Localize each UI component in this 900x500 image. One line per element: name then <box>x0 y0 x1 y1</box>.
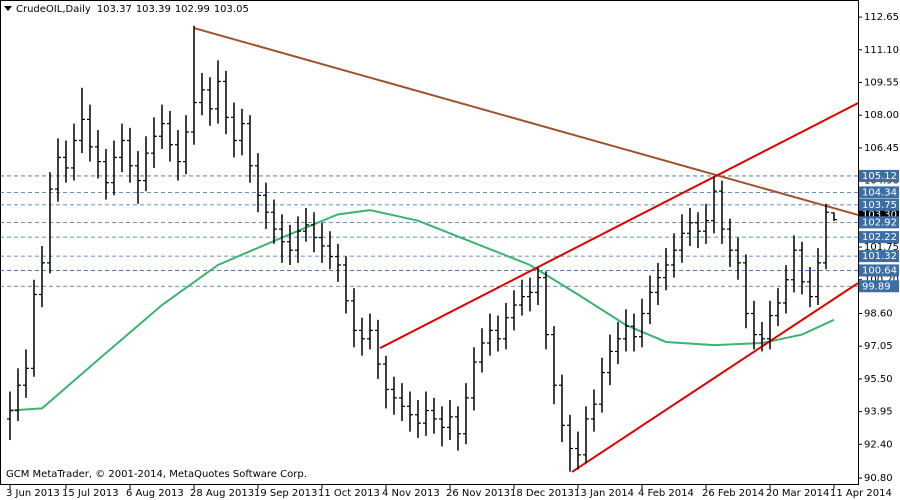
y-tick-label: 111.10 <box>864 45 899 56</box>
level-label: 102.92 <box>862 217 897 228</box>
trendline <box>571 282 859 473</box>
level-label: 99.89 <box>862 281 891 292</box>
level-label: 104.34 <box>862 187 897 198</box>
level-label-box <box>859 169 899 182</box>
x-tick-label: 11 Apr 2014 <box>830 488 892 499</box>
level-label-box <box>859 198 899 211</box>
x-tick-label: 11 Oct 2013 <box>318 488 380 499</box>
y-tick-label: 92.40 <box>864 439 893 450</box>
level-label: 102.22 <box>862 232 897 243</box>
y-tick-label: 93.95 <box>864 407 893 418</box>
x-tick-label: 15 Jul 2013 <box>62 488 119 499</box>
x-tick-label: 28 Aug 2013 <box>190 488 254 499</box>
x-tick-label: 13 Jan 2014 <box>574 488 634 499</box>
open-value: 103.37 <box>97 4 132 15</box>
x-tick-label: 4 Feb 2014 <box>638 488 694 499</box>
trendline <box>379 102 859 349</box>
footer: GCM MetaTrader, © 2001-2014, MetaQuotes … <box>6 469 307 480</box>
y-tick-label: 109.55 <box>864 77 899 88</box>
x-tick-label: 20 Mar 2014 <box>766 488 829 499</box>
low-value: 102.99 <box>175 4 210 15</box>
plot-frame <box>0 0 859 485</box>
x-tick-label: 3 Jun 2013 <box>6 488 60 499</box>
level-label-box <box>859 186 899 199</box>
y-tick-label: 108.00 <box>864 110 899 121</box>
x-tick-label: 6 Aug 2013 <box>126 488 184 499</box>
level-label-box <box>859 264 899 277</box>
menu-triangle[interactable] <box>4 6 12 11</box>
y-tick-label: 95.50 <box>864 374 893 385</box>
close-value: 103.05 <box>214 4 249 15</box>
plot <box>0 25 859 473</box>
level-label: 105.12 <box>862 171 897 182</box>
x-tick-label: 26 Feb 2014 <box>702 488 764 499</box>
y-tick-label: 90.80 <box>864 473 893 484</box>
level-label: 101.32 <box>862 251 897 262</box>
header: CrudeOIL,Daily 103.37 103.39 102.99 103.… <box>16 4 249 15</box>
level-label-box <box>859 231 899 244</box>
moving-average <box>9 209 835 412</box>
level-label-box <box>859 250 899 263</box>
level-label-box <box>859 216 899 229</box>
trendline <box>193 27 859 216</box>
level-label-box <box>859 280 899 293</box>
x-tick-label: 18 Dec 2013 <box>510 488 574 499</box>
x-tick-label: 4 Nov 2013 <box>382 488 440 499</box>
symbol-title: CrudeOIL,Daily <box>16 4 91 15</box>
current-price-label: 103.30 <box>862 209 897 220</box>
y-tick-label: 98.60 <box>864 308 893 319</box>
high-value: 103.39 <box>136 4 171 15</box>
y-tick-label: 100.20 <box>864 275 899 286</box>
level-label: 103.75 <box>862 200 897 211</box>
y-tick-label: 106.45 <box>864 143 899 154</box>
x-tick-label: 26 Nov 2013 <box>446 488 510 499</box>
level-label: 100.64 <box>862 265 897 276</box>
y-tick-label: 112.65 <box>864 12 899 23</box>
y-tick-label: 97.05 <box>864 341 893 352</box>
x-tick-label: 19 Sep 2013 <box>254 488 317 499</box>
y-tick-label: 101.75 <box>864 242 899 253</box>
